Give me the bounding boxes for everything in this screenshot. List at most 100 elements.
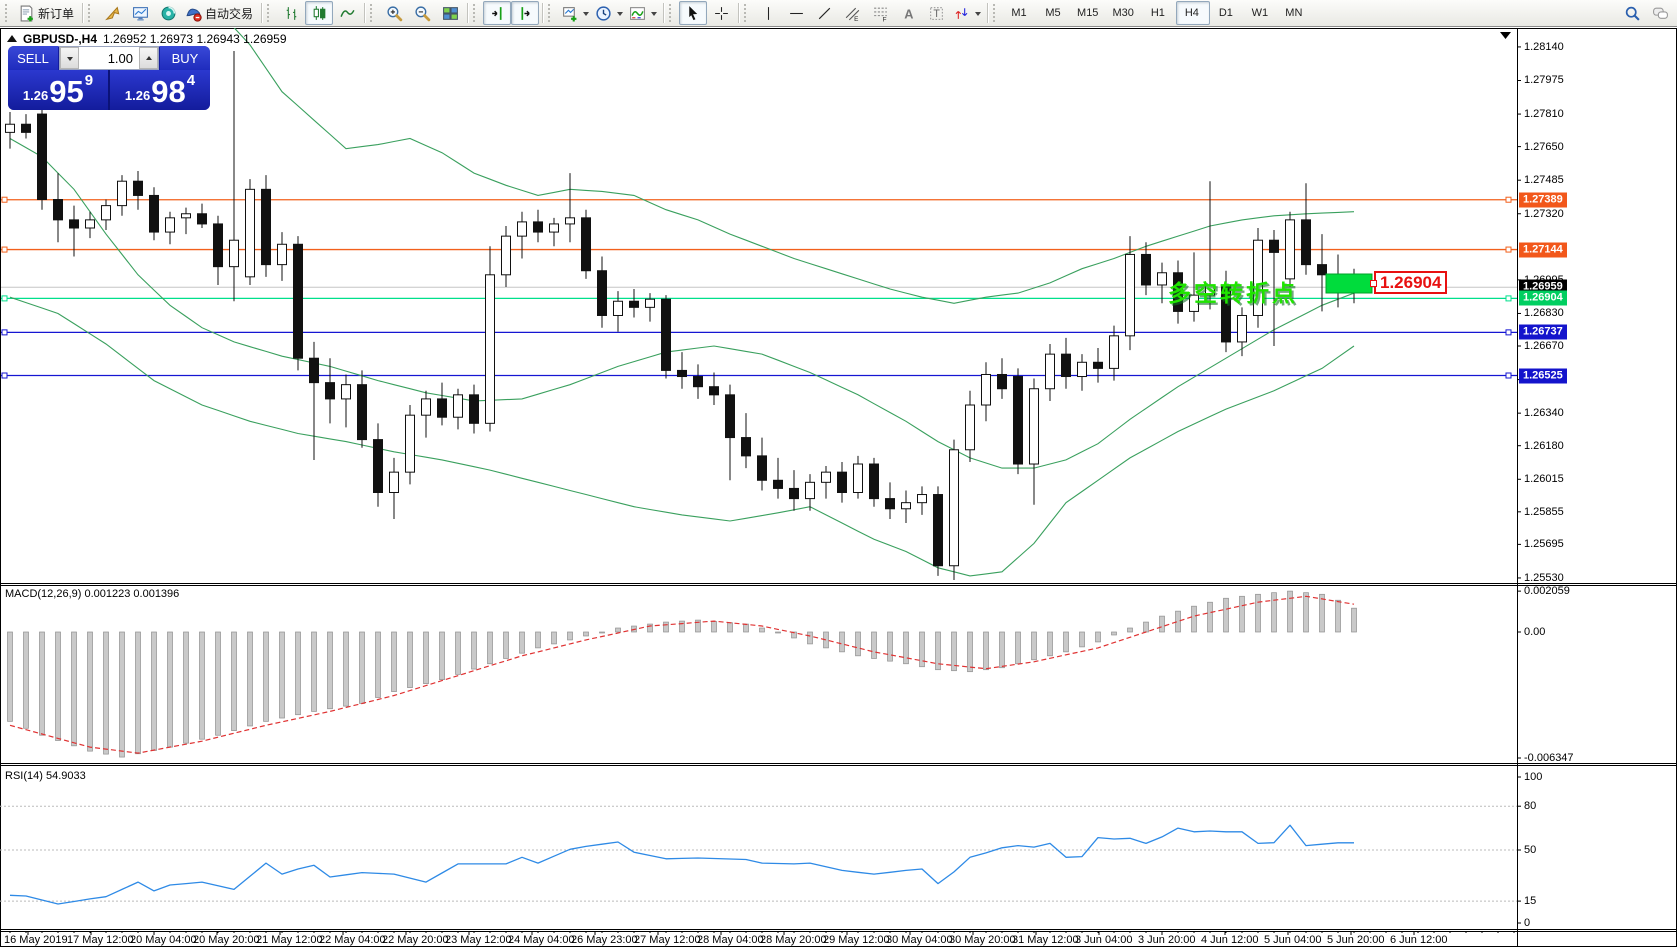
auto-scroll-button[interactable] xyxy=(511,1,540,25)
indicators-button[interactable] xyxy=(626,1,660,25)
price-line-badge: 1.27389 xyxy=(1519,192,1567,208)
chart-plot-area[interactable] xyxy=(0,28,1677,947)
tf-W1-button[interactable]: W1 xyxy=(1244,1,1278,25)
tf-M1-button[interactable]: M1 xyxy=(1003,1,1037,25)
button-label: M30 xyxy=(1112,7,1134,19)
toolbar-drag-handle[interactable] xyxy=(669,4,675,22)
tf-M15-button[interactable]: M15 xyxy=(1071,1,1106,25)
cursor-button[interactable] xyxy=(679,1,708,25)
volume-input[interactable]: 1.00 xyxy=(107,50,133,66)
equidistant-channel-button[interactable]: E xyxy=(838,1,866,25)
search-icon xyxy=(1624,5,1641,22)
fibonacci-button[interactable]: F xyxy=(866,1,894,25)
sell-price-button[interactable]: 1.26 95 9 xyxy=(8,70,110,110)
new-chart-button[interactable] xyxy=(558,1,592,25)
autotrading-button[interactable]: 自动交易 xyxy=(182,1,258,25)
toolbar-drag-handle[interactable] xyxy=(5,4,11,22)
rsi-pane xyxy=(0,805,1517,905)
chart-annotation-text[interactable]: 多空转折点 xyxy=(1168,280,1298,306)
sell-button[interactable]: SELL xyxy=(8,46,58,70)
chart-window[interactable]: GBPUSD-,H4 1.26952 1.26973 1.26943 1.269… xyxy=(0,28,1677,947)
tf-H1-button[interactable]: H1 xyxy=(1142,1,1176,25)
horizontal-line-objects[interactable] xyxy=(1,196,1517,379)
chevron-down-icon[interactable] xyxy=(617,11,624,19)
gold-arrow-button[interactable] xyxy=(98,1,126,25)
bollinger-bands xyxy=(9,28,1355,577)
time-label: 4 Jun 12:00 xyxy=(1201,934,1259,946)
chart-line-button[interactable] xyxy=(333,1,361,25)
time-label: 26 May 23:00 xyxy=(571,934,638,946)
price-line-badge: 1.27144 xyxy=(1519,242,1567,258)
new-order-button[interactable]: 新订单 xyxy=(15,1,79,25)
svg-text:F: F xyxy=(882,16,886,22)
toolbar-drag-handle[interactable] xyxy=(744,4,750,22)
chevron-down-icon[interactable] xyxy=(651,11,658,19)
tf-D1-button[interactable]: D1 xyxy=(1210,1,1244,25)
scroll-to-end-icon[interactable] xyxy=(1500,32,1511,39)
horizontal-line-button[interactable] xyxy=(782,1,810,25)
tf-H4-button[interactable]: H4 xyxy=(1175,1,1210,25)
zoom-in-icon xyxy=(386,5,403,22)
collapse-chart-icon[interactable] xyxy=(7,30,17,42)
bollinger-middle xyxy=(9,138,1355,469)
trendline-button[interactable] xyxy=(810,1,838,25)
monitor-chart-button[interactable] xyxy=(126,1,154,25)
chart-shift-button[interactable] xyxy=(483,1,512,25)
zoom-in-button[interactable] xyxy=(380,1,408,25)
scale-tick-label: 1.26830 xyxy=(1524,307,1564,320)
button-label: H4 xyxy=(1184,7,1199,19)
tf-MN-button[interactable]: MN xyxy=(1278,1,1312,25)
arrows-icon xyxy=(953,5,970,22)
chevron-down-icon[interactable] xyxy=(583,11,590,19)
time-label: 28 May 20:00 xyxy=(760,934,827,946)
tile-windows-button[interactable] xyxy=(436,1,464,25)
vertical-line-button[interactable] xyxy=(754,1,782,25)
button-label: M5 xyxy=(1045,7,1061,19)
button-label: 新订单 xyxy=(38,6,75,21)
macd-indicator-label: MACD(12,26,9) 0.001223 0.001396 xyxy=(5,588,180,600)
volume-increase-button[interactable] xyxy=(139,47,158,69)
tf-M30-button[interactable]: M30 xyxy=(1106,1,1141,25)
scale-tick-label: 1.27320 xyxy=(1524,207,1564,220)
volume-decrease-button[interactable] xyxy=(60,47,79,69)
chart-candles-button[interactable] xyxy=(305,1,334,25)
button-label: D1 xyxy=(1218,7,1233,19)
zoom-out-button[interactable] xyxy=(408,1,436,25)
line-icon xyxy=(339,5,356,22)
text-button[interactable]: A xyxy=(894,1,922,25)
tf-M5-button[interactable]: M5 xyxy=(1037,1,1071,25)
scale-tick-label: 100 xyxy=(1524,771,1543,783)
buy-price-button[interactable]: 1.26 98 4 xyxy=(110,70,210,110)
highlight-rectangle-object[interactable] xyxy=(1325,273,1373,294)
toolbar-drag-handle[interactable] xyxy=(548,4,554,22)
search-button[interactable] xyxy=(1618,1,1646,25)
scale-tick-label: 0 xyxy=(1524,917,1531,929)
toolbar-drag-handle[interactable] xyxy=(370,4,376,22)
community-orb-button[interactable] xyxy=(154,1,182,25)
scale-tick-label: 1.26670 xyxy=(1524,340,1564,352)
text-label-button[interactable]: T xyxy=(922,1,950,25)
time-label: 16 May 2019 xyxy=(4,934,68,946)
toolbar-drag-handle[interactable] xyxy=(473,4,479,22)
chevron-down-icon[interactable] xyxy=(975,11,982,19)
toolbar-drag-handle[interactable] xyxy=(267,4,273,22)
triangle-down-icon xyxy=(66,56,73,64)
channel-icon: E xyxy=(844,5,861,22)
svg-text:E: E xyxy=(854,15,858,21)
crosshair-button[interactable] xyxy=(707,1,735,25)
chat-button[interactable] xyxy=(1646,1,1674,25)
scale-tick-label: 0.00 xyxy=(1524,626,1546,638)
buy-price-big: 98 xyxy=(151,74,186,109)
toolbar-drag-handle[interactable] xyxy=(88,4,94,22)
toolbar-drag-handle[interactable] xyxy=(993,4,999,22)
toolbar-separator xyxy=(467,3,469,23)
vline-icon xyxy=(760,5,777,22)
price-callout-label[interactable]: 1.26904 xyxy=(1369,271,1448,294)
arrow-objects-button[interactable] xyxy=(950,1,984,25)
buy-button[interactable]: BUY xyxy=(160,46,210,70)
time-label: 29 May 12:00 xyxy=(823,934,890,946)
time-label: 31 May 12:00 xyxy=(1012,934,1079,946)
candles-icon xyxy=(311,5,328,22)
periods-button[interactable] xyxy=(592,1,626,25)
chart-bars-button[interactable] xyxy=(277,1,305,25)
